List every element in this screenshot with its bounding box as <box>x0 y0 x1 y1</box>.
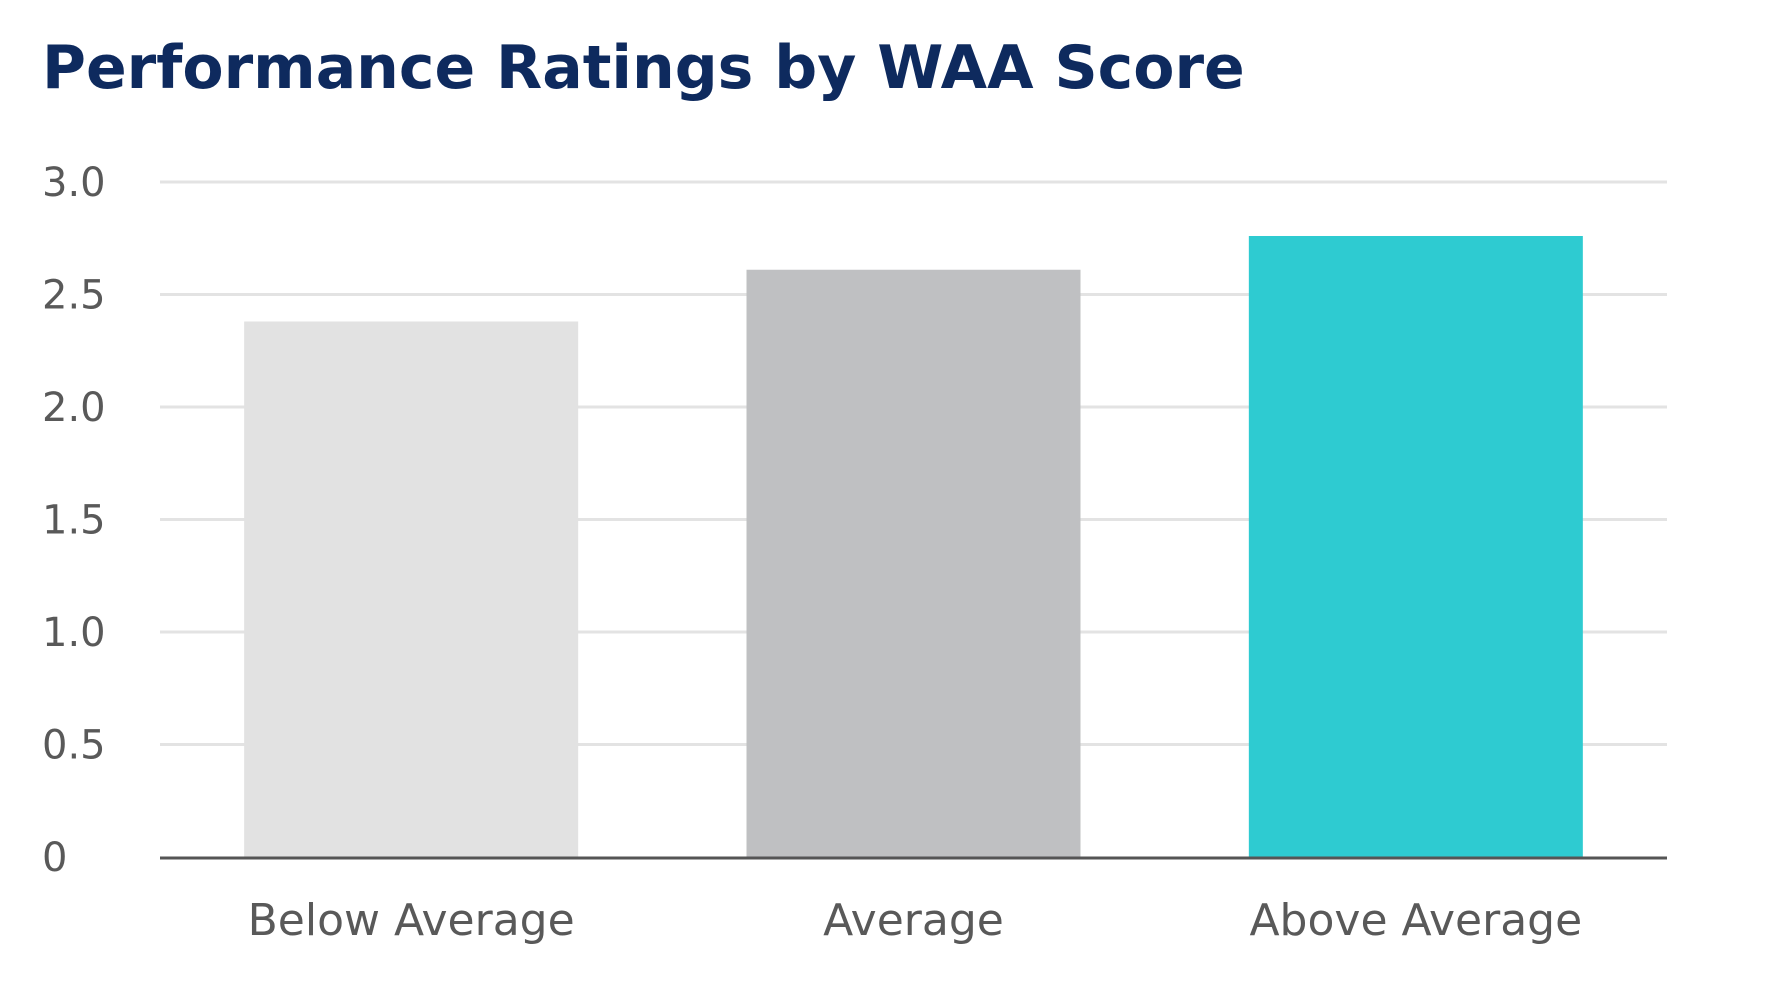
x-tick-label: Above Average <box>1249 895 1582 946</box>
y-tick-label: 0.5 <box>42 723 106 769</box>
bar-average <box>746 269 1081 857</box>
bars <box>244 236 1583 857</box>
bar-below-average <box>244 321 579 857</box>
y-tick-label: 1.0 <box>42 610 106 656</box>
x-tick-labels: Below Average Average Above Average <box>248 895 1583 946</box>
y-tick-label: 3.0 <box>42 160 106 206</box>
y-tick-label: 1.5 <box>42 498 106 544</box>
y-tick-label: 2.0 <box>42 385 106 431</box>
bar-above-average <box>1248 236 1583 857</box>
y-tick-label: 0 <box>42 835 67 881</box>
x-tick-label: Average <box>823 895 1004 946</box>
y-tick-label: 2.5 <box>42 273 106 319</box>
x-tick-label: Below Average <box>248 895 575 946</box>
y-tick-labels: 0 0.5 1.0 1.5 2.0 2.5 3.0 <box>42 160 106 881</box>
chart-title: Performance Ratings by WAA Score <box>42 33 1245 103</box>
